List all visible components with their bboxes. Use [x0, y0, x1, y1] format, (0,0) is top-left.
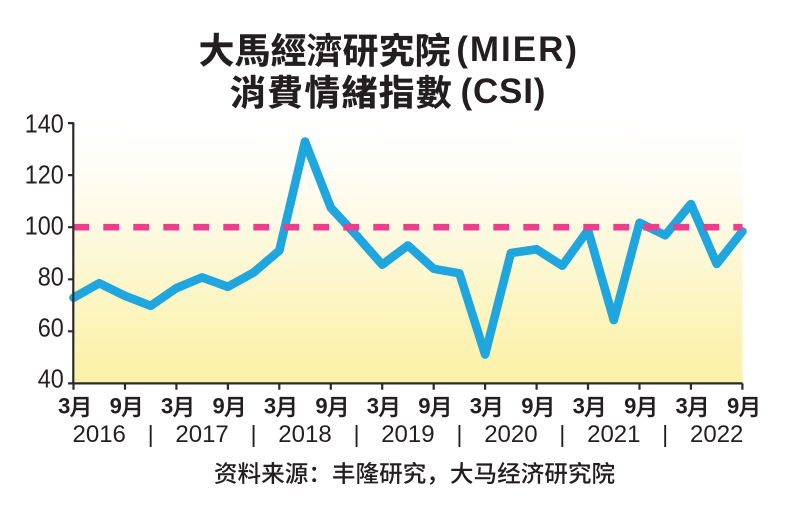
svg-text:3: 3: [676, 394, 688, 419]
svg-text:9: 9: [213, 394, 225, 419]
svg-text:2021: 2021: [587, 421, 640, 448]
svg-text:9: 9: [727, 394, 739, 419]
svg-text:9: 9: [418, 394, 430, 419]
svg-text:9: 9: [110, 394, 122, 419]
svg-text:2018: 2018: [278, 421, 331, 448]
svg-text:|: |: [662, 421, 668, 447]
svg-text:|: |: [148, 421, 154, 447]
svg-text:2016: 2016: [73, 421, 126, 448]
svg-text:9: 9: [315, 394, 327, 419]
svg-text:100: 100: [25, 212, 64, 240]
svg-text:2022: 2022: [690, 421, 743, 448]
svg-text:2020: 2020: [484, 421, 537, 448]
svg-text:80: 80: [38, 263, 64, 291]
svg-text:3: 3: [573, 394, 585, 419]
svg-text:9: 9: [624, 394, 636, 419]
svg-text:140: 140: [25, 110, 64, 138]
svg-text:3: 3: [58, 394, 70, 419]
svg-text:(CSI): (CSI): [450, 72, 546, 111]
svg-text:|: |: [559, 421, 565, 447]
svg-text:3: 3: [470, 394, 482, 419]
svg-text:3: 3: [161, 394, 173, 419]
svg-text:|: |: [456, 421, 462, 447]
svg-text:(MIER): (MIER): [445, 30, 580, 69]
svg-text:60: 60: [38, 314, 64, 342]
svg-text:3: 3: [367, 394, 379, 419]
svg-text:2019: 2019: [381, 421, 434, 448]
svg-text:120: 120: [25, 161, 64, 189]
svg-text:3: 3: [264, 394, 276, 419]
svg-text:|: |: [353, 421, 359, 447]
svg-text:9: 9: [521, 394, 533, 419]
svg-text:|: |: [251, 421, 257, 447]
svg-text:40: 40: [38, 365, 64, 393]
svg-text:2017: 2017: [175, 421, 228, 448]
